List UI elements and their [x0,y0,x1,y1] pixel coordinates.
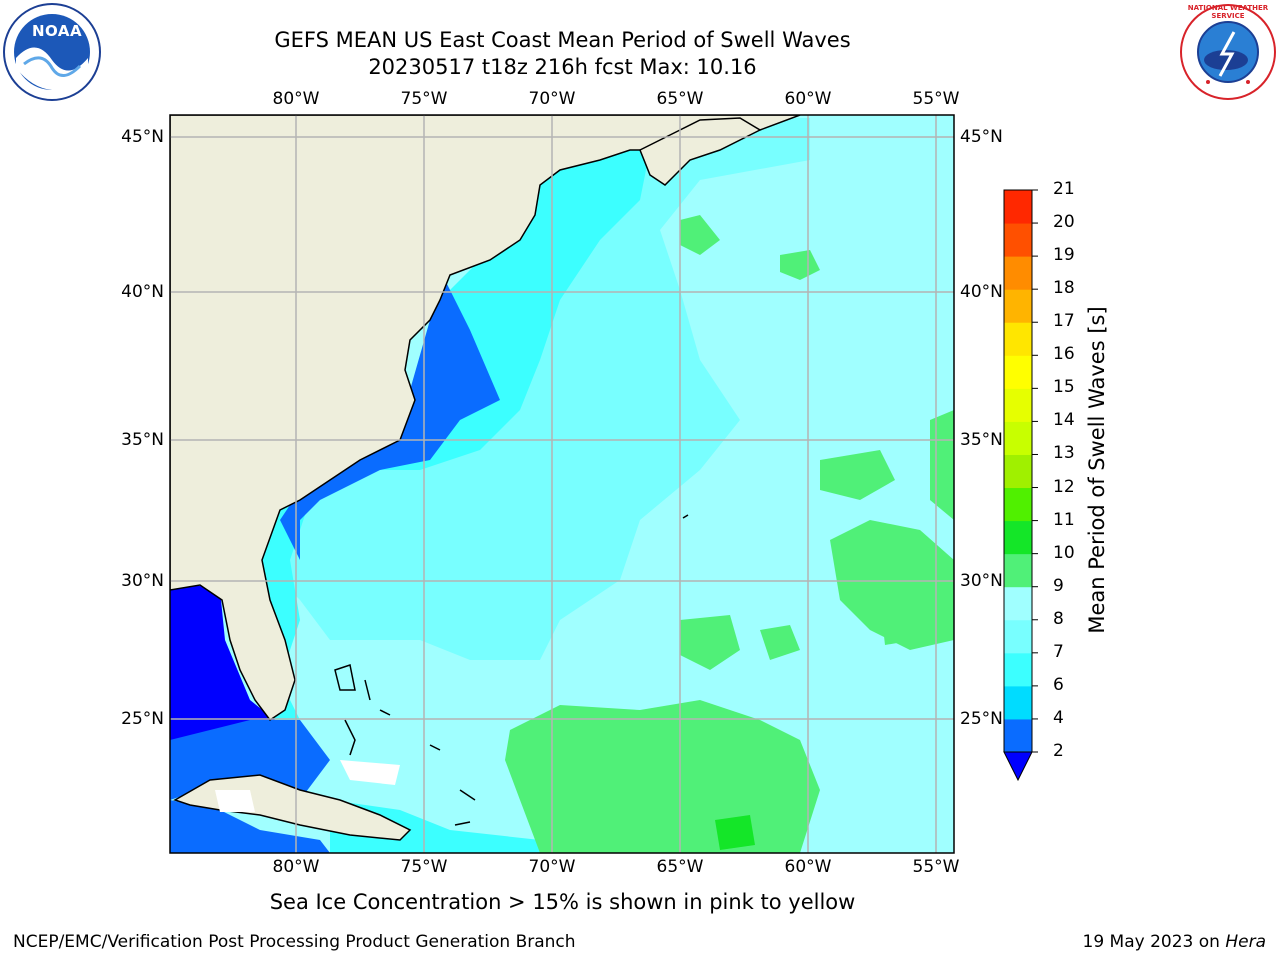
noaa-logo-icon [3,3,101,101]
swell-band-10 [715,815,755,850]
lon-label-top: 80°W [272,89,320,109]
lat-label-right: 45°N [960,127,1003,147]
colorbar-segment [1004,652,1032,687]
nws-logo: NATIONAL WEATHER SERVICE [1178,2,1278,102]
colorbar-tick-label: 14 [1053,410,1075,431]
lon-label-top: 70°W [528,89,576,109]
map-grid [170,115,954,853]
colorbar-segment [1004,355,1032,389]
lon-label-bottom: 80°W [272,857,320,877]
colorbar-segment [1004,487,1032,522]
caribbean-band-aqua [330,800,540,853]
colorbar [1003,189,1038,782]
map-area [170,115,954,853]
noaa-logo: NOAA [2,2,102,102]
land-north-america [170,115,801,722]
colorbar-tick-label: 20 [1053,212,1075,233]
colorbar-segment [1004,520,1032,555]
lat-label-right: 40°N [960,282,1003,302]
colorbar-tick-label: 7 [1053,641,1064,662]
lat-label-right: 35°N [960,430,1003,450]
colorbar-tick-label: 2 [1053,741,1064,761]
footer-credit: NCEP/EMC/Verification Post Processing Pr… [13,932,576,952]
colorbar-segment [1004,454,1032,489]
land-nova-scotia [639,117,762,186]
colorbar-segment [1004,223,1032,257]
lon-label-top: 75°W [400,89,448,109]
swell-band-9 [505,215,954,853]
masked-area [215,790,255,812]
colorbar-tick-label: 10 [1053,542,1075,563]
colorbar-tick-label: 15 [1053,377,1075,398]
lon-label-bottom: 70°W [528,857,576,877]
colorbar-tick-label: 21 [1053,179,1075,199]
map-frame [169,114,955,854]
lat-label-right: 30°N [960,571,1003,591]
land-bahamas [334,514,689,826]
lat-label-left: 30°N [121,571,164,591]
footer-host: Hera [1225,932,1266,952]
lon-label-bottom: 60°W [784,857,832,877]
colorbar-tick-label: 13 [1053,443,1075,464]
footer-date-text: 19 May 2023 on [1082,932,1226,952]
colorbar-segment [1004,256,1032,290]
nws-logo-icon [1180,4,1276,100]
colorbar-tick-label: 11 [1053,509,1075,530]
sea-ice-caption: Sea Ice Concentration > 15% is shown in … [269,890,856,914]
lat-label-left: 25°N [121,709,164,729]
nws-logo-text: NATIONAL WEATHER SERVICE [1187,4,1269,20]
colorbar-tick-label: 6 [1053,674,1064,695]
colorbar-tick-label: 18 [1053,278,1075,299]
colorbar-frame [1003,189,1033,753]
colorbar-segment [1004,322,1032,356]
colorbar-tick-label: 9 [1053,575,1064,596]
colorbar-segment [1004,586,1032,621]
lat-label-right: 25°N [960,709,1003,729]
lat-label-left: 40°N [121,282,164,302]
swell-band-7 [260,118,810,660]
colorbar-segment [1004,718,1032,753]
map-subtitle: 20230517 t18z 216h fcst Max: 10.16 [368,55,757,79]
lon-label-top: 55°W [912,89,960,109]
colorbar-tick-label: 16 [1053,344,1075,365]
colorbar-segment [1004,553,1032,588]
colorbar-segment [1004,421,1032,455]
footer-date: 19 May 2023 on Hera [1083,932,1267,952]
colorbar-tick-label: 12 [1053,476,1075,497]
colorbar-tick-label: 4 [1053,707,1064,728]
caribbean-band [170,800,330,853]
colorbar-title: Mean Period of Swell Waves [s] [1085,306,1109,634]
lat-label-left: 35°N [121,430,164,450]
noaa-logo-text: NOAA [32,22,83,40]
masked-area-bahamas [340,760,400,785]
lon-label-bottom: 55°W [912,857,960,877]
lon-label-bottom: 75°W [400,857,448,877]
lon-label-top: 60°W [784,89,832,109]
colorbar-segment [1004,619,1032,654]
colorbar-segment [1004,388,1032,422]
colorbar-tick-label: 17 [1053,311,1075,332]
lon-label-bottom: 65°W [656,857,704,877]
colorbar-segment [1004,685,1032,720]
colorbar-segment [1004,289,1032,323]
lat-label-left: 45°N [121,127,164,147]
colorbar-underflow-triangle [1003,751,1033,782]
colorbar-tick-label: 8 [1053,608,1064,629]
swell-band-4 [280,280,500,560]
colorbar-tick-label: 19 [1053,245,1075,266]
lon-label-top: 65°W [656,89,704,109]
colorbar-segment [1004,190,1032,224]
map-title: GEFS MEAN US East Coast Mean Period of S… [274,28,851,52]
